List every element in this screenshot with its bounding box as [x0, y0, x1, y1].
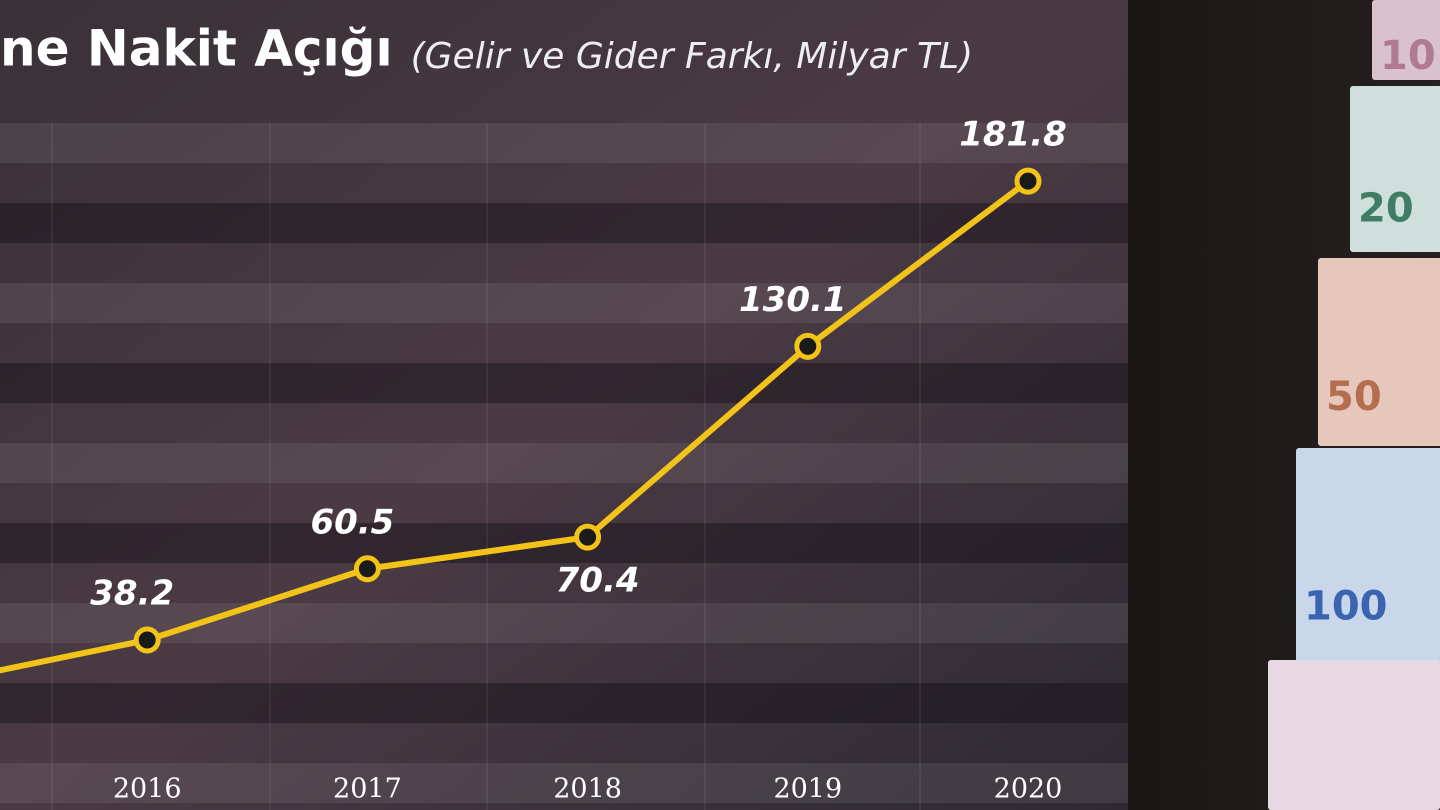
- banknote: [1268, 660, 1440, 810]
- stripe: [0, 283, 1128, 323]
- x-tick-label: 2018: [553, 774, 622, 805]
- x-tick-label: 2017: [333, 774, 402, 805]
- x-tick-label: 2019: [773, 774, 842, 805]
- banknote-label: 50: [1326, 374, 1382, 420]
- data-point: [794, 332, 822, 360]
- banknote: [1296, 448, 1440, 662]
- banknote-label: 100: [1304, 584, 1388, 630]
- banknote: [1372, 0, 1440, 80]
- x-tick-label: 2016: [113, 774, 182, 805]
- data-line: [0, 178, 1030, 674]
- value-label: 130.1: [739, 280, 847, 320]
- stripe: [0, 443, 1128, 483]
- value-label: 60.5: [310, 502, 394, 542]
- value-label: 38.2: [90, 574, 174, 614]
- x-tick-label: 2020: [994, 774, 1063, 805]
- stripe: [0, 763, 1128, 803]
- vertical-grid: [51, 123, 921, 810]
- stripe: [0, 363, 1128, 403]
- banknote-label: 10: [1380, 33, 1436, 79]
- data-point: [133, 626, 161, 654]
- stripe: [0, 203, 1128, 243]
- stripe: [0, 683, 1128, 723]
- banknote-label: 20: [1358, 186, 1414, 232]
- banknote: [1318, 258, 1440, 446]
- chart-title: ne Nakit Açığı: [0, 20, 393, 78]
- data-point: [1014, 167, 1042, 195]
- value-label: 70.4: [556, 561, 640, 601]
- value-label: 181.8: [959, 115, 1067, 155]
- chart-subtitle: (Gelir ve Gider Farkı, Milyar TL): [411, 36, 973, 77]
- banknote: [1350, 86, 1440, 252]
- chart-background: [0, 0, 1128, 810]
- banknotes: 10 20 50 100: [1268, 0, 1440, 810]
- data-point: [574, 523, 602, 551]
- stripes: [0, 123, 1128, 803]
- data-point: [353, 555, 381, 583]
- stripe: [0, 603, 1128, 643]
- stripe: [0, 123, 1128, 163]
